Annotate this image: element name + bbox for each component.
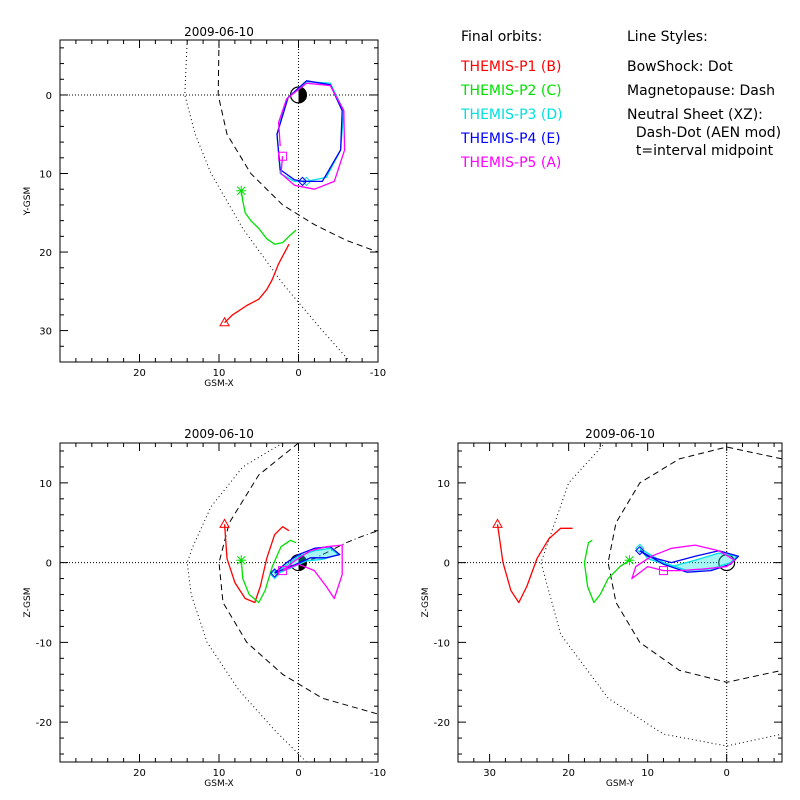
start-marker-square bbox=[658, 566, 668, 576]
y-tick-label: -10 bbox=[36, 638, 52, 649]
neutral-sheet-curve bbox=[298, 530, 378, 564]
legend-style-neutral-sheet-model: Dash-Dot (AEN mod) bbox=[627, 125, 781, 141]
orbit-line-themis-p4 bbox=[639, 550, 740, 573]
xy-panel: 20 10 0 -10 0 10 20 30 2009-06-10 GSM-X Y-GSM bbox=[23, 25, 386, 389]
y-tick-label: 20 bbox=[39, 248, 52, 259]
y-tick-label: 10 bbox=[39, 479, 52, 490]
plot-frame bbox=[59, 442, 379, 763]
xz-panel: 20 10 0 -10 10 0 -10 -20 2009-06-10 GSM-X Z-GSM bbox=[23, 427, 386, 789]
orbit-line-themis-p3 bbox=[276, 80, 345, 183]
plot-area bbox=[184, 40, 378, 362]
x-tick-label: 30 bbox=[483, 768, 496, 779]
x-tick-label: 0 bbox=[295, 368, 301, 379]
start-marker-triangle bbox=[219, 518, 230, 528]
chart-title: 2009-06-10 bbox=[184, 427, 254, 441]
x-tick-label: 0 bbox=[295, 768, 301, 779]
legend-style-magnetopause: Magnetopause: Dash bbox=[627, 83, 775, 99]
orbit-line-themis-p5 bbox=[282, 544, 343, 600]
y-tick-label: -20 bbox=[36, 718, 52, 729]
yz-panel: 30 20 10 0 10 0 -10 -20 2009-06-10 GSM-Y Z-GSM bbox=[421, 427, 783, 789]
orbit-line-themis-p1 bbox=[496, 524, 573, 604]
legend-orbit-p3: THEMIS-P3 (D) bbox=[460, 107, 563, 123]
y-axis-label: Z-GSM bbox=[23, 587, 33, 617]
start-marker-diamond bbox=[635, 543, 645, 553]
plot-frame bbox=[457, 442, 783, 763]
bowshock-curve bbox=[186, 443, 307, 762]
x-tick-label: 10 bbox=[641, 768, 654, 779]
legend-orbit-p2: THEMIS-P2 (C) bbox=[460, 83, 562, 99]
start-marker-diamond bbox=[635, 545, 645, 556]
magnetopause-curve bbox=[607, 446, 782, 683]
magnetopause-curve bbox=[217, 40, 378, 253]
start-marker-diamond bbox=[301, 176, 312, 187]
orbit-line-themis-p4 bbox=[276, 80, 343, 183]
y-axis-label: Z-GSM bbox=[421, 587, 431, 617]
orbit-line-themis-p2 bbox=[583, 539, 630, 604]
orbit-line-themis-p1 bbox=[224, 243, 290, 324]
start-marker-asterisk bbox=[236, 185, 247, 196]
start-marker-square bbox=[278, 566, 288, 576]
legend-style-midpoint: t=interval midpoint bbox=[627, 143, 774, 159]
legend-orbits-title: Final orbits: bbox=[461, 29, 542, 45]
legend-orbit-p5: THEMIS-P5 (A) bbox=[460, 155, 561, 171]
y-tick-label: 0 bbox=[46, 91, 52, 102]
x-tick-label: 10 bbox=[213, 368, 226, 379]
x-tick-label: -10 bbox=[370, 768, 386, 779]
bowshock-curve bbox=[184, 40, 351, 362]
orbit-line-themis-p5 bbox=[277, 82, 346, 190]
start-marker-diamond bbox=[297, 176, 308, 187]
x-tick-label: 20 bbox=[133, 768, 146, 779]
orbit-line-themis-p2 bbox=[240, 190, 297, 245]
y-tick-label: -20 bbox=[434, 718, 450, 729]
y-axis-label: Y-GSM bbox=[23, 187, 33, 216]
start-marker-diamond bbox=[269, 568, 280, 578]
legend: Final orbits: THEMIS-P1 (B) THEMIS-P2 (C… bbox=[460, 29, 781, 171]
y-tick-label: 10 bbox=[437, 479, 450, 490]
plot-area bbox=[186, 443, 378, 762]
start-marker-triangle bbox=[492, 518, 503, 528]
y-tick-label: 0 bbox=[444, 559, 450, 570]
plot-area bbox=[492, 443, 782, 747]
legend-orbit-p4: THEMIS-P4 (E) bbox=[460, 131, 561, 147]
start-marker-triangle bbox=[219, 316, 230, 327]
x-axis-label: GSM-X bbox=[204, 779, 233, 789]
start-marker-square bbox=[278, 151, 288, 161]
earth-night-side bbox=[298, 87, 307, 103]
x-tick-label: 20 bbox=[133, 368, 146, 379]
x-tick-label: 0 bbox=[723, 768, 729, 779]
legend-orbit-p1: THEMIS-P1 (B) bbox=[460, 59, 561, 75]
orbit-line-themis-p2 bbox=[240, 539, 297, 604]
y-tick-label: 30 bbox=[39, 327, 52, 338]
legend-style-bowshock: BowShock: Dot bbox=[627, 59, 733, 75]
y-tick-label: 0 bbox=[46, 559, 52, 570]
bowshock-curve bbox=[540, 443, 782, 747]
x-tick-label: 10 bbox=[213, 768, 226, 779]
start-marker-asterisk bbox=[624, 555, 635, 566]
y-tick-label: 10 bbox=[39, 170, 52, 181]
chart-title: 2009-06-10 bbox=[585, 427, 655, 441]
magnetopause-curve bbox=[218, 443, 378, 715]
x-tick-label: -10 bbox=[370, 368, 386, 379]
start-marker-asterisk bbox=[236, 555, 247, 566]
x-tick-label: 20 bbox=[562, 768, 575, 779]
chart-title: 2009-06-10 bbox=[184, 25, 254, 39]
legend-styles-title: Line Styles: bbox=[627, 29, 708, 45]
x-axis-label: GSM-X bbox=[204, 379, 233, 389]
orbit-line-themis-p4 bbox=[274, 546, 341, 574]
start-marker-diamond bbox=[269, 569, 280, 580]
x-axis-label: GSM-Y bbox=[606, 779, 635, 789]
plot-frame bbox=[59, 39, 379, 363]
orbit-line-themis-p1 bbox=[223, 524, 290, 604]
legend-style-neutral-sheet: Neutral Sheet (XZ): bbox=[627, 107, 763, 123]
orbit-line-themis-p5 bbox=[631, 544, 736, 580]
y-tick-label: -10 bbox=[434, 638, 450, 649]
